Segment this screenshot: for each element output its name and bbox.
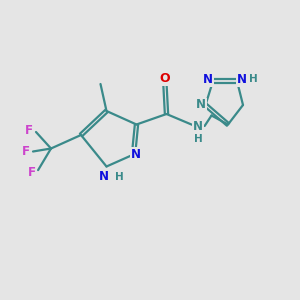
- Text: N: N: [99, 170, 109, 184]
- Text: N: N: [196, 98, 206, 112]
- Text: H: H: [115, 172, 124, 182]
- Text: F: F: [25, 124, 32, 137]
- Text: N: N: [131, 148, 141, 161]
- Text: H: H: [249, 74, 258, 85]
- Text: N: N: [202, 73, 213, 86]
- Text: N: N: [236, 73, 247, 86]
- Text: F: F: [28, 166, 35, 179]
- Text: N: N: [193, 119, 203, 133]
- Text: O: O: [160, 72, 170, 86]
- Text: F: F: [22, 145, 29, 158]
- Text: H: H: [194, 134, 202, 144]
